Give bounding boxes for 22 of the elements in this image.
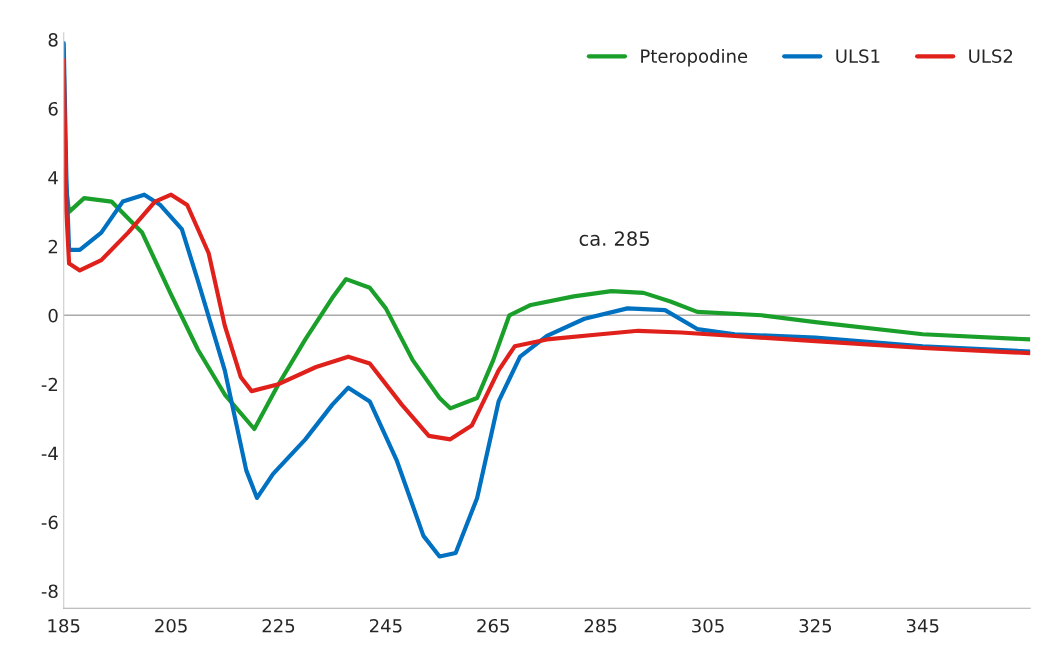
x-tick-label: 265 xyxy=(477,618,509,633)
y-tick-label: -8 xyxy=(41,584,58,599)
annotation: ca. 285 xyxy=(579,231,649,246)
y-tick-label: 2 xyxy=(48,239,58,254)
x-tick-label: 185 xyxy=(48,618,80,633)
x-tick-label: 205 xyxy=(155,618,187,633)
y-tick-label: 4 xyxy=(48,171,58,185)
legend-label: ULS2 xyxy=(969,49,1013,63)
legend-label: ULS1 xyxy=(836,49,880,63)
y-tick-label: -2 xyxy=(41,377,58,392)
legend-label: Pteropodine xyxy=(641,48,748,67)
y-tick-label: -4 xyxy=(41,446,58,460)
x-tick-label: 325 xyxy=(799,618,832,633)
x-tick-label: 345 xyxy=(906,618,939,633)
x-tick-label: 285 xyxy=(584,618,617,633)
y-tick-label: 6 xyxy=(48,101,58,116)
y-tick-label: 8 xyxy=(48,33,58,47)
x-tick-label: 305 xyxy=(692,618,724,633)
y-tick-label: -6 xyxy=(41,515,58,530)
x-tick-label: 245 xyxy=(369,618,402,633)
y-tick-label: 0 xyxy=(48,308,58,323)
x-tick-label: 225 xyxy=(262,618,295,633)
